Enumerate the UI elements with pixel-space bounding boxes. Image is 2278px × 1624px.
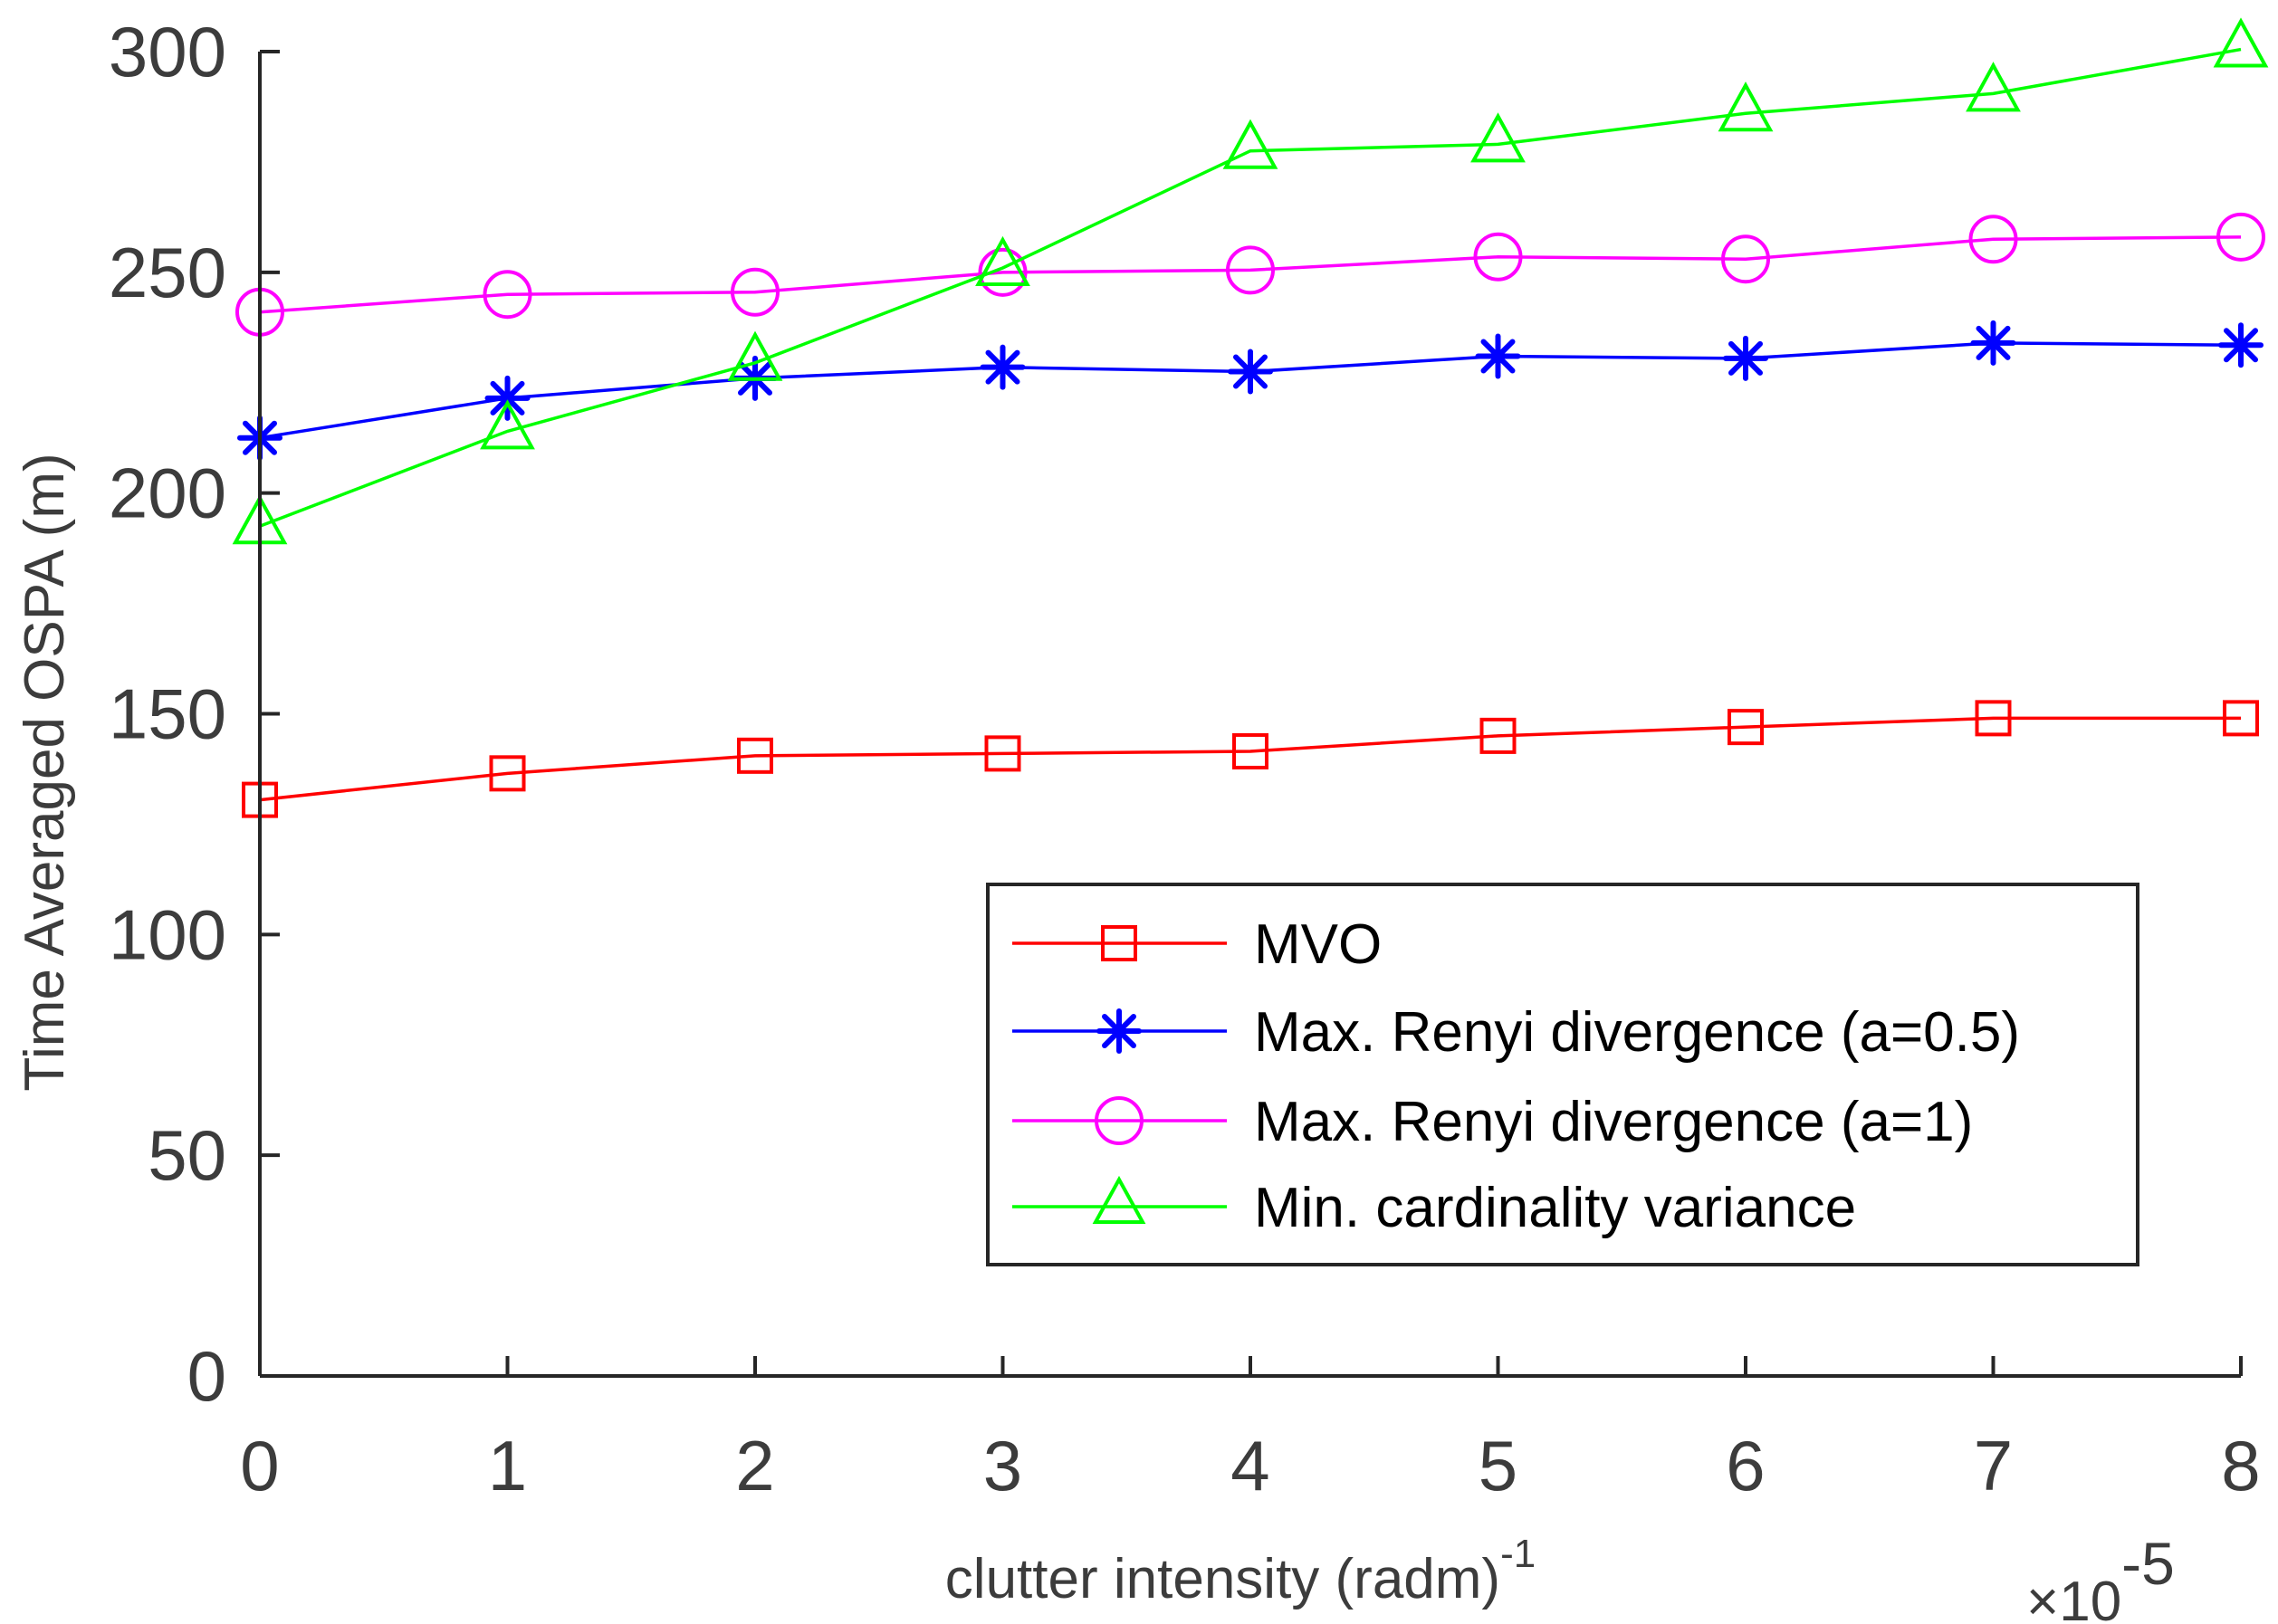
legend-entry-min-cardinality: Min. cardinality variance: [1012, 1175, 1856, 1239]
y-tick-label: 50: [148, 1115, 226, 1195]
y-tick-label: 300: [109, 12, 226, 91]
axes-layer: 0 1 2 3 4 5 6 7 8 0 50 100 150 200 250 300: [109, 12, 2261, 1505]
x-tick-label: 0: [240, 1426, 279, 1505]
series-1-point: [1975, 700, 2012, 737]
x-tick-label: 4: [1230, 1426, 1269, 1505]
y-tick-label: 150: [109, 674, 226, 754]
series-3-point: [2216, 212, 2265, 262]
y-axis-label: Time Averaged OSPA (m): [14, 453, 76, 1091]
series-1-point: [1728, 709, 1764, 746]
y-tick-label: 100: [109, 894, 226, 974]
series-2: [237, 320, 2264, 461]
x-tick-label: 6: [1726, 1426, 1765, 1505]
series-1-point: [489, 755, 526, 792]
series-1-point: [1479, 717, 1517, 754]
series-2-point: [1228, 349, 1273, 395]
legend-label-renyi-1: Max. Renyi divergence (a=1): [1254, 1091, 1973, 1153]
series-4-point: [1222, 119, 1278, 169]
x-axis-label: clutter intensity (radm)-1: [945, 1532, 1536, 1610]
series-4-point: [1470, 112, 1526, 163]
series-2-point: [484, 375, 531, 421]
series-layer: [232, 17, 2269, 818]
series-3-point: [731, 267, 780, 317]
series-1-point: [1232, 732, 1268, 769]
series-3-point: [1473, 232, 1523, 282]
series-4-line: [259, 47, 2242, 528]
series-2-point: [2218, 322, 2264, 368]
series-4-point: [1966, 62, 2021, 112]
series-2-point: [1970, 320, 2016, 366]
x-tick-label: 8: [2221, 1426, 2260, 1505]
series-2-point: [1723, 335, 1768, 381]
series-4-point: [2213, 17, 2269, 68]
y-tick-label: 200: [109, 454, 226, 533]
series-4-point: [1718, 81, 1774, 132]
x-tick-label: 2: [735, 1426, 774, 1505]
x-axis-multiplier: ×10-5: [2026, 1530, 2175, 1624]
x-axis-label-superscript: -1: [1500, 1532, 1536, 1576]
y-tick-label: 0: [187, 1336, 226, 1416]
x-axis-multiplier-exponent: -5: [2121, 1530, 2175, 1597]
x-axis-label-text: clutter intensity (radm): [945, 1548, 1500, 1610]
legend-entry-mvo: MVO: [1012, 913, 1382, 976]
series-4: [232, 17, 2269, 545]
legend-marker-renyi-0.5: [1096, 1008, 1142, 1054]
legend-box: [986, 883, 2139, 1266]
x-tick-label: 5: [1479, 1426, 1517, 1505]
legend-label-min-cardinality: Min. cardinality variance: [1254, 1177, 1856, 1239]
x-tick-label: 3: [983, 1426, 1022, 1505]
series-3-line: [259, 235, 2242, 314]
series-3: [235, 212, 2265, 337]
legend: MVO Max. Renyi divergence (a=0.5) Max. R…: [986, 883, 2139, 1266]
legend-marker-mvo: [1101, 925, 1137, 961]
legend-label-renyi-0.5: Max. Renyi divergence (a=0.5): [1254, 1001, 2020, 1064]
x-tick-label: 7: [1974, 1426, 2013, 1505]
legend-marker-min-cardinality: [1092, 1175, 1146, 1224]
y-tick-label: 250: [109, 233, 226, 312]
series-3-point: [978, 247, 1028, 297]
series-1-point: [2223, 700, 2259, 737]
series-1-point: [737, 737, 773, 774]
legend-entry-renyi-1: Max. Renyi divergence (a=1): [1012, 1091, 1973, 1153]
series-3-point: [483, 270, 532, 320]
legend-entry-renyi-0.5: Max. Renyi divergence (a=0.5): [1012, 1001, 2020, 1064]
series-1-point: [984, 735, 1021, 772]
series-4-point: [727, 330, 783, 381]
series-1-line: [259, 716, 2241, 802]
x-tick-label: 1: [488, 1426, 527, 1505]
series-2-point: [980, 344, 1026, 390]
legend-marker-renyi-1: [1095, 1096, 1144, 1145]
series-3-point: [1968, 215, 2018, 264]
series-2-point: [1475, 333, 1521, 379]
legend-label-mvo: MVO: [1254, 913, 1382, 976]
x-axis-multiplier-base: ×10: [2026, 1571, 2121, 1624]
series-3-point: [1226, 245, 1275, 295]
series-4-point: [975, 235, 1030, 286]
series-3-point: [1721, 234, 1770, 284]
series-4-point: [480, 399, 535, 450]
